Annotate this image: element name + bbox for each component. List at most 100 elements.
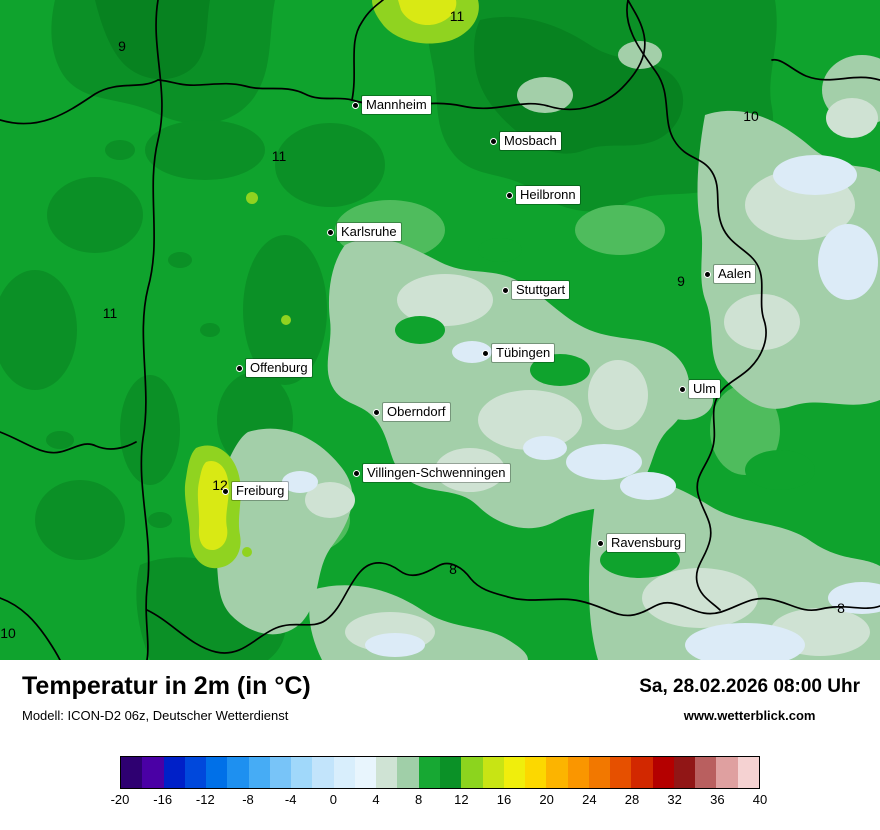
legend-color-segment	[269, 757, 292, 788]
legend-color-segment	[163, 757, 185, 788]
city-dot	[704, 270, 711, 278]
border-lines	[0, 0, 880, 660]
temperature-map-svg	[0, 0, 880, 660]
city-marker: Oberndorf	[373, 403, 450, 421]
legend-color-segment	[610, 757, 632, 788]
legend-tick-label: 0	[329, 792, 337, 807]
city-marker: Villingen-Schwenningen	[353, 464, 510, 482]
legend-bar	[120, 756, 760, 789]
footer-right: Sa, 28.02.2026 08:00 Uhr www.wetterblick…	[639, 676, 860, 723]
legend-tick-label: 28	[624, 792, 640, 807]
legend-color-segment	[737, 757, 759, 788]
legend-color-segment	[354, 757, 377, 788]
legend-color-segment	[503, 757, 526, 788]
weather-map: Mannheim Mosbach Heilbronn Karlsruhe Stuttga…	[0, 0, 880, 660]
temp-value-label: 8	[837, 600, 845, 616]
city-dot	[352, 101, 359, 109]
city-dot	[327, 228, 334, 236]
city-label: Ravensburg	[607, 534, 686, 552]
city-dot	[490, 137, 497, 145]
city-dot	[373, 408, 380, 416]
legend-tick-label: -20	[110, 792, 130, 807]
city-label: Villingen-Schwenningen	[363, 464, 510, 482]
legend-color-segment	[142, 757, 164, 788]
legend-color-segment	[673, 757, 696, 788]
legend-color-segment	[588, 757, 611, 788]
city-marker: Ulm	[679, 380, 721, 398]
temp-value-label: 11	[449, 8, 465, 24]
legend-color-segment	[121, 757, 143, 788]
temp-value-label: 10	[0, 625, 16, 641]
city-marker: Mannheim	[352, 96, 431, 114]
legend-color-segment	[312, 757, 334, 788]
temperature-legend: -20 -16 -12 -8 -4 0 4 8 12 16 20 24 28 32 36 40	[111, 756, 768, 810]
city-dot	[482, 349, 489, 357]
legend-color-segment	[439, 757, 462, 788]
city-marker: Aalen	[704, 265, 756, 283]
city-label: Ulm	[689, 380, 721, 398]
legend-color-segment	[184, 757, 207, 788]
temp-value-label: 9	[118, 38, 126, 54]
ice-layer	[282, 155, 880, 660]
legend-tick-label: -4	[284, 792, 297, 807]
legend-color-segment	[567, 757, 589, 788]
legend-color-segment	[248, 757, 270, 788]
city-label: Oberndorf	[383, 403, 450, 421]
city-dot	[597, 539, 604, 547]
city-label: Heilbronn	[516, 186, 580, 204]
legend-tick-label: -8	[242, 792, 254, 807]
legend-tick-label: 8	[415, 792, 423, 807]
city-dot	[679, 385, 686, 393]
legend-color-segment	[418, 757, 440, 788]
legend-ticks: -20 -16 -12 -8 -4 0 4 8 12 16 20 24 28 32 36 40	[111, 792, 768, 810]
legend-color-segment	[461, 757, 483, 788]
city-marker: Freiburg	[222, 482, 289, 500]
temp-value-label: 9	[677, 273, 685, 289]
legend-color-segment	[291, 757, 313, 788]
legend-tick-label: 20	[539, 792, 554, 807]
city-label: Mosbach	[500, 132, 561, 150]
website-label: www.wetterblick.com	[683, 708, 816, 723]
pale-layer	[305, 98, 878, 656]
warm-spots-layer	[184, 0, 479, 569]
legend-tick-label: 12	[454, 792, 469, 807]
legend-color-segment	[695, 757, 717, 788]
city-dot	[222, 487, 229, 495]
legend-tick-label: -16	[153, 792, 173, 807]
city-marker: Ravensburg	[597, 534, 686, 552]
city-label: Karlsruhe	[337, 223, 401, 241]
city-marker: Tübingen	[482, 344, 555, 362]
temp-value-label: 11	[271, 148, 287, 164]
city-label: Tübingen	[492, 344, 555, 362]
city-dot	[236, 364, 243, 372]
legend-tick-label: 36	[710, 792, 725, 807]
legend-color-segment	[525, 757, 547, 788]
city-marker: Mosbach	[490, 132, 561, 150]
city-marker: Stuttgart	[502, 281, 570, 299]
legend-color-segment	[546, 757, 568, 788]
legend-tick-label: 16	[496, 792, 512, 807]
legend-color-segment	[716, 757, 738, 788]
temp-value-label: 10	[743, 108, 759, 124]
city-dot	[506, 191, 513, 199]
city-marker: Heilbronn	[506, 186, 580, 204]
model-info: Modell: ICON-D2 06z, Deutscher Wetterdie…	[22, 708, 289, 723]
temp-value-label: 8	[449, 561, 457, 577]
city-label: Aalen	[714, 265, 756, 283]
legend-tick-label: 24	[582, 792, 597, 807]
legend-color-segment	[397, 757, 419, 788]
city-dot	[353, 469, 360, 477]
legend-tick-label: 4	[372, 792, 380, 807]
legend-color-segment	[227, 757, 249, 788]
legend-tick-label: 32	[667, 792, 682, 807]
city-marker: Offenburg	[236, 359, 312, 377]
legend-color-segment	[631, 757, 653, 788]
forecast-datetime: Sa, 28.02.2026 08:00 Uhr	[639, 676, 860, 697]
city-label: Offenburg	[246, 359, 312, 377]
city-label: Stuttgart	[512, 281, 570, 299]
legend-color-segment	[376, 757, 398, 788]
footer: Temperatur in 2m (in °C) Modell: ICON-D2…	[0, 660, 880, 830]
city-dot	[502, 286, 509, 294]
city-label: Mannheim	[362, 96, 431, 114]
